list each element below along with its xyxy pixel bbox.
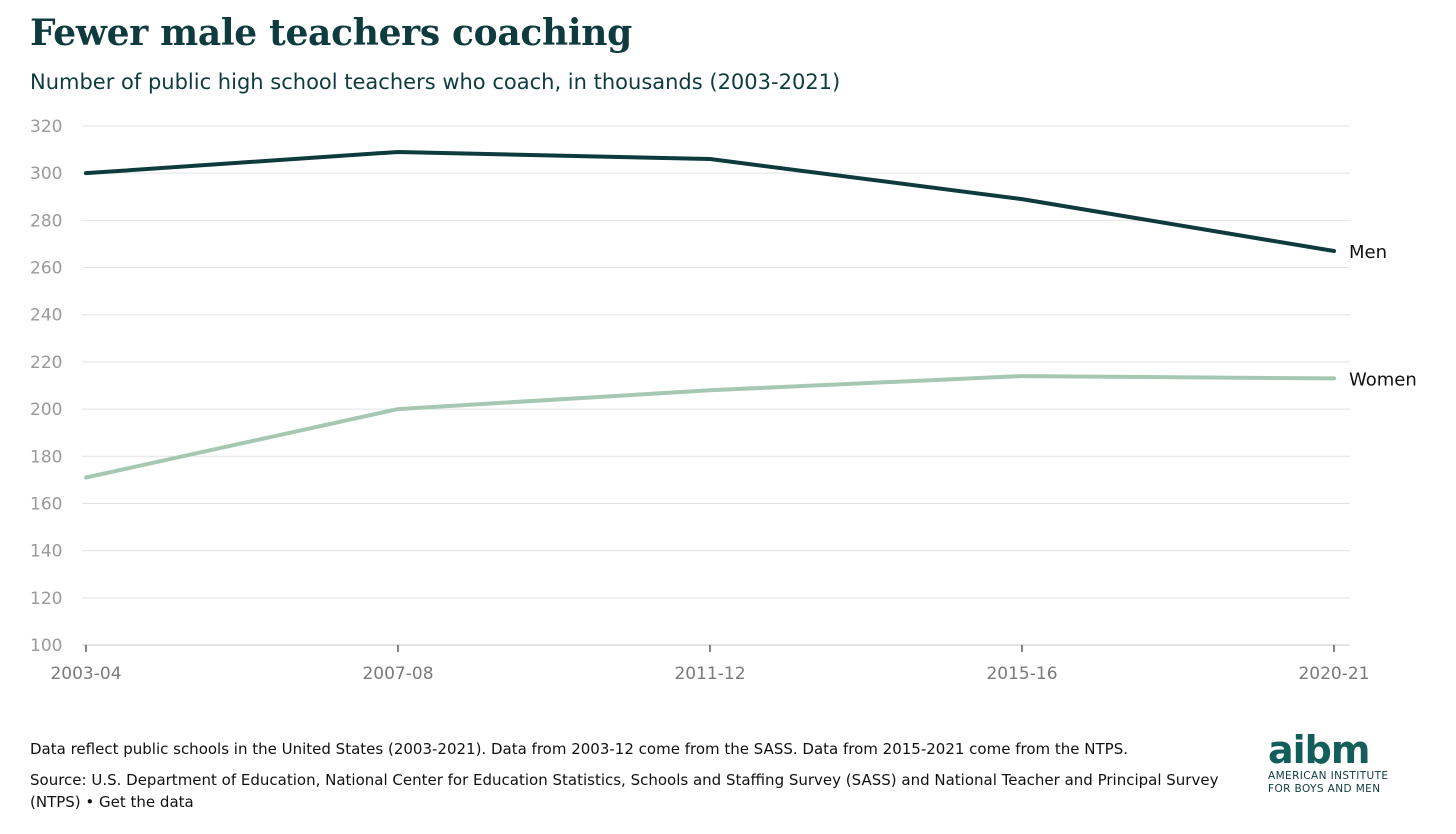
y-tick-label: 120 bbox=[30, 589, 62, 609]
data-note: Data reflect public schools in the Unite… bbox=[30, 740, 1128, 758]
source-text: Source: U.S. Department of Education, Na… bbox=[30, 769, 1230, 813]
y-tick-label: 280 bbox=[30, 211, 62, 231]
chart-subtitle: Number of public high school teachers wh… bbox=[30, 70, 841, 94]
y-tick-label: 140 bbox=[30, 542, 62, 562]
y-axis-ticks: 100 120 140 160 180 200 220 240 260 280 300 320 bbox=[30, 117, 62, 656]
series-lines bbox=[84, 149, 1336, 480]
y-tick-label: 260 bbox=[30, 259, 62, 279]
series-label-men: Men bbox=[1349, 242, 1387, 263]
logo-line-1: AMERICAN INSTITUTE bbox=[1268, 770, 1389, 782]
y-tick-label: 220 bbox=[30, 353, 62, 373]
get-the-data-link[interactable]: Get the data bbox=[99, 793, 194, 811]
grid-lines bbox=[82, 125, 1350, 646]
y-tick-label: 100 bbox=[30, 636, 62, 656]
x-tick-label: 2015-16 bbox=[986, 664, 1057, 684]
y-tick-label: 200 bbox=[30, 400, 62, 420]
source-body: U.S. Department of Education, National C… bbox=[30, 771, 1219, 811]
logo-mark: aibm bbox=[1268, 728, 1370, 772]
y-tick-label: 300 bbox=[30, 164, 62, 184]
line-chart: 100 120 140 160 180 200 220 240 260 280 300 320 200… bbox=[30, 117, 1417, 684]
y-tick-label: 180 bbox=[30, 447, 62, 467]
series-line-men bbox=[84, 149, 1336, 254]
source-prefix: Source: bbox=[30, 771, 92, 789]
x-tick-label: 2020-21 bbox=[1298, 664, 1369, 684]
series-line-women bbox=[84, 374, 1336, 480]
x-axis-ticks: 2003-04 2007-08 2011-12 2015-16 2020-21 bbox=[50, 645, 1370, 684]
x-tick-label: 2003-04 bbox=[50, 664, 121, 684]
y-tick-label: 320 bbox=[30, 117, 62, 137]
series-labels: Men Women bbox=[1349, 242, 1417, 390]
source-separator: • bbox=[80, 793, 100, 811]
aibm-logo: aibm AMERICAN INSTITUTE FOR BOYS AND MEN bbox=[1268, 730, 1438, 796]
series-label-women: Women bbox=[1349, 369, 1417, 390]
x-tick-label: 2007-08 bbox=[362, 664, 433, 684]
y-tick-label: 160 bbox=[30, 494, 62, 514]
y-tick-label: 240 bbox=[30, 306, 62, 326]
chart-title: Fewer male teachers coaching bbox=[30, 12, 633, 54]
x-tick-label: 2011-12 bbox=[674, 664, 745, 684]
logo-line-2: FOR BOYS AND MEN bbox=[1268, 783, 1381, 795]
